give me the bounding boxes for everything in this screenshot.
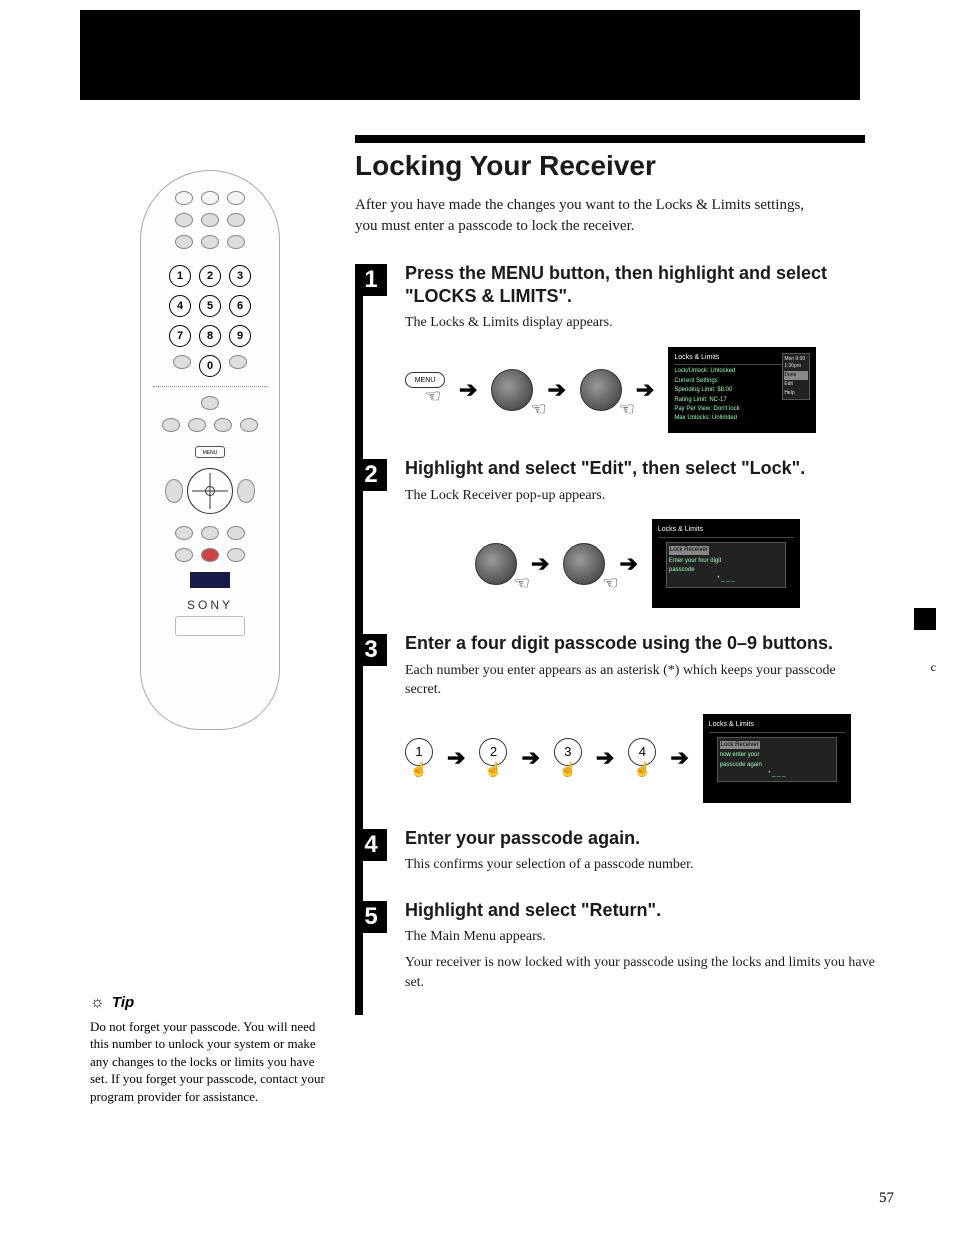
remote-num-8: 8 [199, 325, 221, 347]
joystick-icon: ☜ [563, 543, 605, 585]
step-number: 3 [355, 634, 387, 666]
remote-num-0: 0 [199, 355, 221, 377]
arrow-icon: ➔ [619, 551, 637, 577]
remote-model-box [175, 616, 245, 636]
intro-text: After you have made the changes you want… [355, 195, 825, 237]
screen-lock-popup: Locks & Limits Lock Receiver Enter your … [652, 519, 800, 608]
remote-num-2: 2 [199, 265, 221, 287]
remote-num-6: 6 [229, 295, 251, 317]
arrow-icon: ➔ [531, 551, 549, 577]
remote-num-9: 9 [229, 325, 251, 347]
step-3: 3 Enter a four digit passcode using the … [355, 632, 875, 802]
sony-brand-label: SONY [187, 598, 233, 612]
press-digit-icon: 2☝ [479, 738, 507, 779]
hand-icon: ☜ [425, 386, 441, 407]
arrow-icon: ➔ [670, 745, 688, 771]
arrow-icon: ➔ [636, 377, 654, 403]
step-subtext: This confirms your selection of a passco… [405, 855, 875, 875]
arrow-icon: ➔ [596, 745, 614, 771]
step-2: 2 Highlight and select "Edit", then sele… [355, 457, 875, 608]
step-subtext: The Main Menu appears. [405, 927, 875, 947]
side-marker-c: c [931, 660, 936, 675]
side-marker-square [914, 608, 936, 630]
step-title: Highlight and select "Edit", then select… [405, 457, 875, 480]
screen-locks-limits: Mon 9:00 1:30pm Done Edit Help Locks & L… [668, 347, 816, 434]
lightbulb-icon: ☼ [90, 994, 105, 1011]
step-number: 4 [355, 829, 387, 861]
remote-illustration: 1 2 3 4 5 6 7 8 9 0 MENU [140, 170, 280, 730]
page-title: Locking Your Receiver [355, 150, 656, 182]
arrow-icon: ➔ [521, 745, 539, 771]
press-digit-icon: 1☝ [405, 738, 433, 779]
step-bar [355, 933, 363, 1015]
remote-dpad [187, 468, 233, 514]
press-menu-icon: MENU ☜ [405, 372, 445, 407]
joystick-icon: ☜ [491, 369, 533, 411]
joystick-icon: ☜ [580, 369, 622, 411]
tip-label: Tip [112, 994, 134, 1011]
press-digit-icon: 4☝ [628, 738, 656, 779]
step-number: 1 [355, 264, 387, 296]
step-bar [355, 296, 363, 481]
arrow-icon: ➔ [547, 377, 565, 403]
remote-menu-button: MENU [195, 446, 225, 458]
step-title: Enter your passcode again. [405, 827, 875, 850]
step-title: Highlight and select "Return". [405, 899, 875, 922]
remote-num-5: 5 [199, 295, 221, 317]
step-number: 2 [355, 459, 387, 491]
remote-num-1: 1 [169, 265, 191, 287]
directv-logo [190, 572, 230, 588]
tip-block: ☼ Tip Do not forget your passcode. You w… [90, 992, 330, 1105]
step-title: Enter a four digit passcode using the 0–… [405, 632, 875, 655]
remote-num-7: 7 [169, 325, 191, 347]
step-title: Press the MENU button, then highlight an… [405, 262, 875, 307]
arrow-icon: ➔ [447, 745, 465, 771]
step-5: 5 Highlight and select "Return". The Mai… [355, 899, 875, 992]
step-subtext: The Lock Receiver pop-up appears. [405, 486, 875, 506]
page-number: 57 [879, 1190, 894, 1207]
press-digit-icon: 3☝ [554, 738, 582, 779]
screen-reenter-popup: Locks & Limits Lock Receiver now enter y… [703, 714, 851, 803]
header-black-band [80, 10, 860, 100]
step-subtext: The Locks & Limits display appears. [405, 313, 875, 333]
title-rule [355, 135, 865, 143]
step-subtext-2: Your receiver is now locked with your pa… [405, 953, 875, 992]
remote-num-4: 4 [169, 295, 191, 317]
step-1: 1 Press the MENU button, then highlight … [355, 262, 875, 433]
tip-body: Do not forget your passcode. You will ne… [90, 1018, 330, 1106]
step-number: 5 [355, 901, 387, 933]
step-4: 4 Enter your passcode again. This confir… [355, 827, 875, 875]
joystick-icon: ☜ [475, 543, 517, 585]
remote-num-3: 3 [229, 265, 251, 287]
arrow-icon: ➔ [459, 377, 477, 403]
step-subtext: Each number you enter appears as an aste… [405, 661, 875, 700]
